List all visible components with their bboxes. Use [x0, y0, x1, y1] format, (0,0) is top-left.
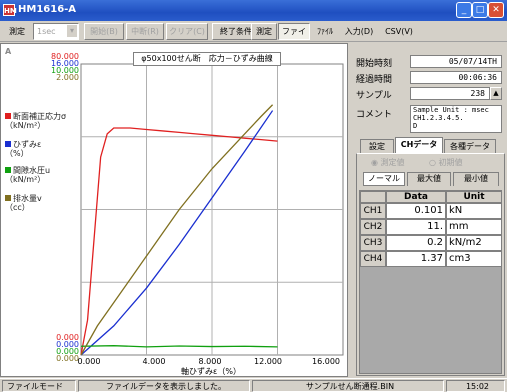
- window-title: HM1616-A: [18, 4, 77, 15]
- status-time: 15:02: [446, 380, 505, 392]
- graph-corner-label: A: [5, 47, 12, 56]
- sample-value: 238: [410, 87, 490, 100]
- table-row[interactable]: CH2 11. mm: [360, 219, 503, 235]
- y-bottom-tick: 0.000: [56, 333, 79, 342]
- comment-label: コメント: [356, 110, 393, 120]
- data-table: Data Unit CH1 0.101 kN CH2 11. mm CH3 0.2 kN/m2 C…: [359, 190, 502, 374]
- subtab-min[interactable]: 最小値: [453, 172, 499, 186]
- file-tab[interactable]: ファイル: [278, 23, 310, 51]
- legend-pore-pressure: 間隙水圧u （kN/m²）: [5, 166, 51, 184]
- start-time-label: 開始時刻: [356, 59, 393, 69]
- legend-strain: ひずみε （%）: [5, 140, 42, 158]
- chart-title: φ50x100せん断 応力－ひずみ曲線: [133, 52, 281, 66]
- x-tick: 0.000: [77, 357, 101, 366]
- csv-menu[interactable]: CSV(V): [380, 23, 418, 40]
- tab-container: 設定 CHデータ 各種データ ◉ 測定値 ○ 初期値 ノーマル 最大値 最小値 …: [350, 137, 507, 377]
- x-axis-label: 軸ひずみε（%）: [181, 367, 241, 376]
- x-tick: 12.000: [254, 357, 282, 366]
- table-row[interactable]: CH1 0.101 kN: [360, 203, 503, 219]
- maximize-button[interactable]: □: [472, 2, 488, 18]
- subtab-normal[interactable]: ノーマル: [363, 172, 405, 186]
- interval-select[interactable]: 1sec ▾: [33, 23, 79, 40]
- tab-settings[interactable]: 設定: [360, 139, 394, 154]
- series-line: [80, 104, 274, 356]
- series-line: [80, 127, 278, 356]
- row-value: 0.101: [386, 203, 446, 219]
- row-channel-label: CH2: [360, 219, 386, 235]
- table-corner: [360, 191, 386, 203]
- y-bottom-tick: 0.000: [56, 340, 79, 349]
- title-bar: HM HM1616-A _ □ ✕: [0, 0, 507, 21]
- ch-data-page: ◉ 測定値 ○ 初期値 ノーマル 最大値 最小値 Data Unit CH1 0.…: [356, 153, 505, 376]
- y-top-tick: 16.000: [51, 59, 79, 68]
- status-filename: サンプルせん断通程.BIN: [252, 380, 444, 392]
- comment-field[interactable]: Sample Unit : msec CH1.2.3.4.5. D: [410, 105, 502, 133]
- stress-strain-chart: [80, 63, 344, 356]
- start-button[interactable]: 開始(B): [84, 23, 124, 40]
- measure-menu-label: 測定: [3, 23, 31, 40]
- tab-misc-data[interactable]: 各種データ: [444, 139, 496, 154]
- elapsed-label: 経過時間: [356, 75, 393, 85]
- elapsed-value: 00:06:36: [410, 71, 502, 84]
- y-bottom-tick: 0.000: [56, 347, 79, 356]
- minimize-button[interactable]: _: [456, 2, 472, 18]
- pause-button[interactable]: 中断(R): [126, 23, 164, 40]
- app-icon: HM: [3, 4, 17, 16]
- y-top-tick: 10.000: [51, 66, 79, 75]
- measure-tab[interactable]: 測定: [251, 23, 277, 40]
- radio-initial[interactable]: ○ 初期値: [429, 158, 463, 167]
- graph-panel: A 80.000 16.000 10.000 2.000 断面補正応力σ （kN…: [0, 43, 348, 377]
- close-button[interactable]: ✕: [488, 2, 504, 18]
- y-top-tick: 2.000: [56, 73, 79, 82]
- radio-measured[interactable]: ◉ 測定値: [371, 158, 405, 167]
- file-menu[interactable]: ﾌｧｲﾙ: [313, 23, 337, 40]
- subtab-max[interactable]: 最大値: [407, 172, 451, 186]
- legend-stress: 断面補正応力σ （kN/m²）: [5, 112, 67, 130]
- sample-spin-icon[interactable]: ▲: [490, 87, 502, 100]
- toolbar: 測定 1sec▾ 開始(B) 中断(R) クリア(C) 終了条件 測定 ファイル…: [0, 21, 507, 51]
- tab-ch-data[interactable]: CHデータ: [395, 137, 443, 154]
- row-value: 0.2: [386, 235, 446, 251]
- table-header-data: Data: [386, 191, 446, 203]
- row-value: 11.: [386, 219, 446, 235]
- legend-drainage: 排水量v （cc）: [5, 194, 42, 212]
- row-unit: kN: [446, 203, 502, 219]
- series-line: [80, 345, 278, 348]
- table-row[interactable]: CH3 0.2 kN/m2: [360, 235, 503, 251]
- y-top-tick: 80.000: [51, 52, 79, 61]
- y-bottom-tick: 0.000: [56, 354, 79, 363]
- info-panel: 開始時刻 05/07/14TH 経過時間 00:06:36 サンプル 238 ▲…: [350, 43, 507, 377]
- row-value: 1.37: [386, 251, 446, 267]
- table-header-unit: Unit: [446, 191, 502, 203]
- status-message: ファイルデータを表示しました。: [78, 380, 250, 392]
- x-tick: 8.000: [198, 357, 222, 366]
- chevron-down-icon: ▾: [67, 25, 77, 37]
- table-row[interactable]: CH4 1.37 cm3: [360, 251, 503, 267]
- series-line: [80, 110, 274, 356]
- status-bar: ファイルモード ファイルデータを表示しました。 サンプルせん断通程.BIN 15…: [0, 378, 507, 392]
- x-tick: 16.000: [312, 357, 340, 366]
- row-channel-label: CH1: [360, 203, 386, 219]
- start-time-value: 05/07/14TH: [410, 55, 502, 68]
- row-unit: cm3: [446, 251, 502, 267]
- row-unit: kN/m2: [446, 235, 502, 251]
- row-unit: mm: [446, 219, 502, 235]
- status-mode: ファイルモード: [2, 380, 76, 392]
- clear-button[interactable]: クリア(C): [166, 23, 208, 40]
- row-channel-label: CH4: [360, 251, 386, 267]
- input-menu[interactable]: 入力(D): [340, 23, 378, 40]
- sample-label: サンプル: [356, 91, 392, 101]
- x-tick: 4.000: [142, 357, 166, 366]
- row-channel-label: CH3: [360, 235, 386, 251]
